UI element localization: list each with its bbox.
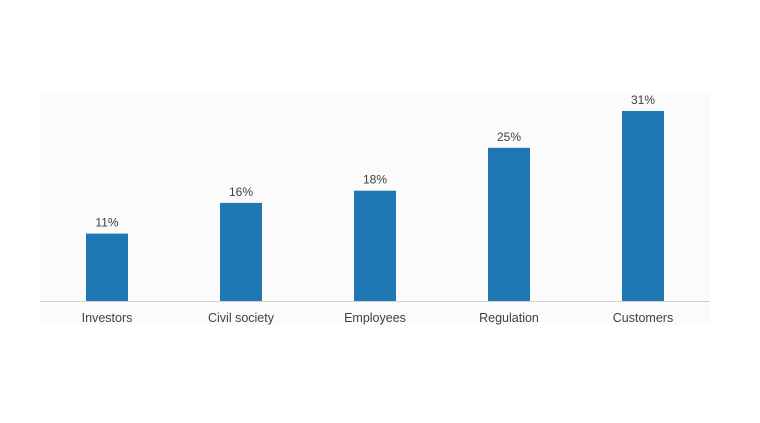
bars-layer: [86, 111, 664, 301]
bar-civil-society: [220, 202, 262, 301]
data-labels-layer: 11% 16% 18% 25% 31%: [95, 93, 655, 230]
x-tick-label-regulation: Regulation: [479, 311, 539, 325]
x-tick-label-customers: Customers: [613, 311, 673, 325]
bar-investors: [86, 233, 128, 301]
bar-employees: [354, 190, 396, 301]
data-label-regulation: 25%: [497, 130, 521, 144]
bar-regulation: [488, 147, 530, 301]
data-label-investors: 11%: [95, 216, 118, 230]
data-label-employees: 18%: [363, 173, 387, 187]
x-tick-labels-layer: Investors Civil society Employees Regulatio…: [82, 311, 674, 325]
x-tick-label-civil-society: Civil society: [208, 311, 275, 325]
data-label-civil-society: 16%: [229, 185, 253, 199]
x-tick-label-employees: Employees: [344, 311, 406, 325]
bar-customers: [622, 111, 664, 301]
data-label-customers: 31%: [631, 93, 655, 107]
x-tick-label-investors: Investors: [82, 311, 133, 325]
